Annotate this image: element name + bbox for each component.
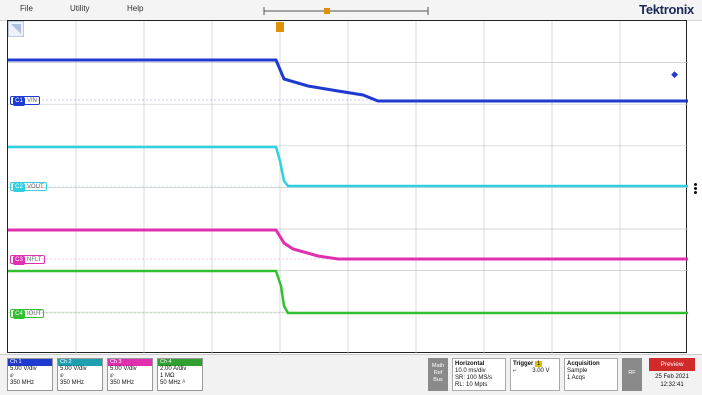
sample-rate: SR: 100 MS/s	[455, 375, 493, 381]
graticule	[8, 21, 688, 354]
channel-1-header: Ch 1	[8, 359, 52, 366]
channel-3-header: Ch 3	[108, 359, 152, 366]
channel-2-label[interactable]: C2 VOUT	[10, 182, 47, 192]
channel-4-label[interactable]: C4 IOUT	[10, 309, 45, 319]
brand-logo: Tektronix	[639, 2, 694, 17]
channel-1-settings[interactable]: Ch 1 5.00 V/div ⅇ 350 MHz	[7, 358, 53, 391]
channel-1-label[interactable]: C1 VIN	[10, 96, 41, 106]
channel-4-badge: C4	[13, 310, 25, 319]
channel-4-scale: 2.00 A/div	[160, 366, 187, 372]
menu-help[interactable]: Help	[127, 4, 144, 13]
more-options-icon[interactable]	[694, 183, 697, 195]
trigger-position-icon[interactable]	[276, 22, 284, 32]
acquisition-panel[interactable]: Acquisition Sample 1 Acqs	[564, 358, 618, 391]
waveform-vin	[8, 58, 688, 103]
trigger-source-badge: 1	[535, 361, 543, 367]
rf-label: RF	[628, 370, 636, 376]
bus-label: Bus	[433, 377, 443, 383]
channel-2-name: VOUT	[27, 184, 44, 190]
waveform-nflt	[8, 228, 688, 261]
zoom-corner-icon[interactable]	[8, 21, 24, 37]
channel-3-name: NFLT	[27, 257, 42, 263]
channel-2-scale: 5.00 V/div	[60, 366, 87, 372]
horizontal-scale: 10.0 ms/div	[455, 368, 486, 374]
channel-1-name: VIN	[27, 98, 38, 104]
channel-1-bandwidth: 350 MHz	[10, 380, 35, 386]
channel-3-bandwidth: 350 MHz	[110, 380, 135, 386]
math-ref-bus-button[interactable]: Math Ref Bus	[428, 358, 448, 391]
channel-1-coupling: ⅇ	[10, 373, 14, 379]
record-position-bar[interactable]	[262, 6, 430, 16]
channel-2-coupling: ⅇ	[60, 373, 64, 379]
menu-bar: File Utility Help Tektronix	[0, 0, 702, 21]
channel-4-bandwidth: 50 MHz ᴬ	[160, 380, 186, 386]
rising-edge-icon: ⌐	[513, 368, 517, 374]
channel-4-name: IOUT	[27, 311, 42, 317]
trigger-level: 3.00 V	[532, 368, 550, 374]
channel-3-coupling: ⅇ	[110, 373, 114, 379]
settings-bar: Ch 1 5.00 V/div ⅇ 350 MHz Ch 2 5.00 V/di…	[0, 354, 702, 395]
record-length: RL: 10 Mpts	[455, 382, 488, 388]
math-label: Math	[431, 363, 445, 369]
time-label: 12:32:41	[660, 382, 684, 388]
reference-arrow-icon[interactable]: ◆	[671, 69, 678, 79]
waveform-iout	[8, 269, 688, 315]
acquisition-count: 1 Acqs	[567, 375, 586, 381]
date-time: 25 Feb 2021 12:32:41	[649, 373, 695, 391]
trigger-panel[interactable]: Trigger 1 ⌐ 3.00 V	[510, 358, 560, 391]
channel-2-badge: C2	[13, 183, 25, 192]
channel-3-badge: C3	[13, 256, 25, 265]
horizontal-panel[interactable]: Horizontal 10.0 ms/div SR: 100 MS/s RL: …	[452, 358, 506, 391]
channel-4-settings[interactable]: Ch 4 2.00 A/div 1 MΩ 50 MHz ᴬ	[157, 358, 203, 391]
channel-3-settings[interactable]: Ch 3 5.00 V/div ⅇ 350 MHz	[107, 358, 153, 391]
channel-1-badge: C1	[13, 97, 25, 106]
channel-3-scale: 5.00 V/div	[110, 366, 137, 372]
channel-4-header: Ch 4	[158, 359, 202, 366]
trigger-title: Trigger	[513, 361, 534, 367]
date-label: 25 Feb 2021	[655, 374, 689, 380]
preview-button[interactable]: Preview	[649, 358, 695, 371]
rf-button[interactable]: RF	[622, 358, 642, 391]
menu-file[interactable]: File	[20, 4, 33, 13]
ref-label: Ref	[433, 370, 443, 376]
channel-4-coupling: 1 MΩ	[160, 373, 175, 379]
acquisition-title: Acquisition	[567, 361, 600, 367]
channel-2-header: Ch 2	[58, 359, 102, 366]
channel-3-label[interactable]: C3 NFLT	[10, 255, 45, 265]
menu-utility[interactable]: Utility	[70, 4, 90, 13]
channel-2-bandwidth: 350 MHz	[60, 380, 85, 386]
horizontal-title: Horizontal	[455, 361, 485, 367]
waveform-vout	[8, 145, 688, 188]
channel-1-scale: 5.00 V/div	[10, 366, 37, 372]
acquisition-mode: Sample	[567, 368, 588, 374]
waveform-display[interactable]: C1 VIN C2 VOUT C3 NFLT C4 IOUT ◆	[7, 20, 688, 354]
channel-2-settings[interactable]: Ch 2 5.00 V/div ⅇ 350 MHz	[57, 358, 103, 391]
